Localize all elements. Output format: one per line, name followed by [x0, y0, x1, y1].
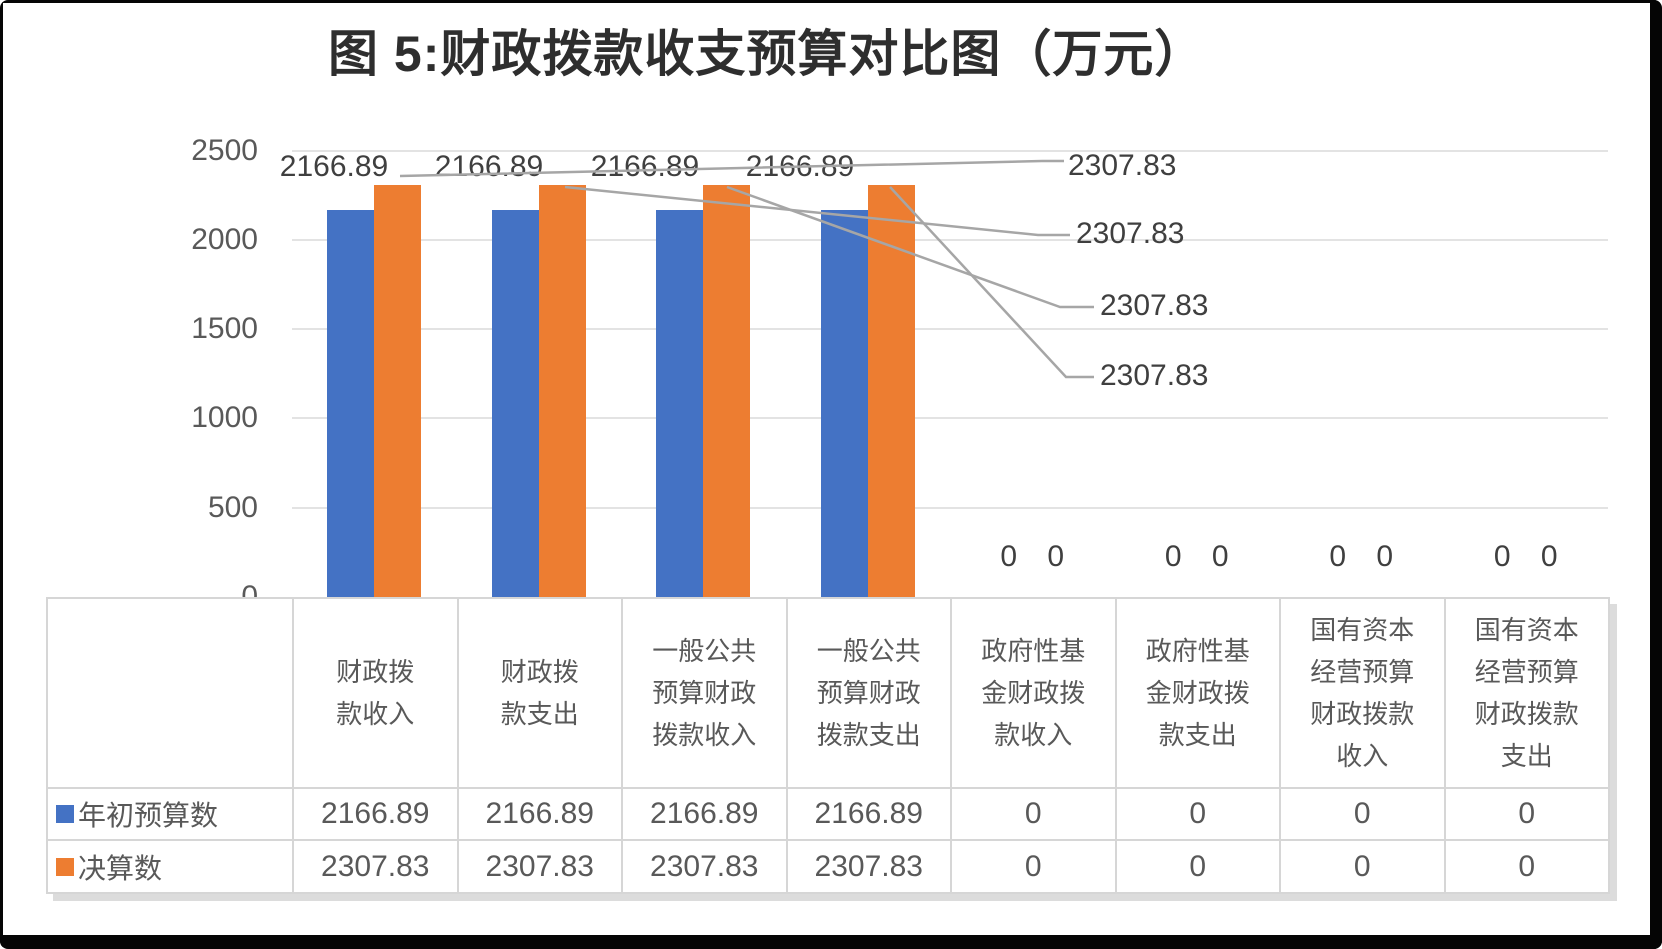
callout-label: 2307.83	[1100, 359, 1209, 392]
table-header-cell: 国有资本 经营预算 财政拨款 支出	[1444, 598, 1609, 788]
zero-value-label: 0	[1211, 540, 1229, 573]
bar-value-label: 2166.89	[745, 150, 855, 183]
table-value-cell: 2166.89	[293, 788, 458, 840]
table-value-cell: 0	[1115, 840, 1280, 893]
table-value-cell: 2307.83	[457, 840, 622, 893]
table-value-cell: 2307.83	[786, 840, 951, 893]
y-axis-tick: 1500	[191, 312, 258, 346]
table-legend-cell: 年初预算数	[47, 788, 293, 840]
gridline	[292, 417, 1608, 420]
bar-year-begin-budget	[327, 209, 375, 597]
y-axis-tick: 2000	[191, 222, 258, 256]
y-axis-tick: 2500	[191, 133, 258, 167]
frame-border-left	[0, 0, 3, 949]
table-header-cell: 财政拨 款收入	[293, 598, 458, 788]
frame-border-right	[1650, 0, 1662, 949]
table-value-cell: 0	[951, 840, 1116, 893]
table-value-cell: 2307.83	[293, 840, 458, 893]
zero-value-label: 0	[1164, 540, 1182, 573]
table-corner-cell	[47, 598, 293, 788]
table-value-cell: 0	[1280, 788, 1445, 840]
zero-value-label: 0	[1047, 540, 1065, 573]
table-value-cell: 0	[1444, 840, 1609, 893]
leader-line	[564, 185, 1070, 237]
chart-title: 图 5:财政拨款收支预算对比图（万元）	[328, 26, 1206, 82]
legend-swatch-final	[56, 857, 74, 876]
table-value-cell: 0	[1444, 788, 1609, 840]
zero-value-label: 0	[1540, 540, 1558, 573]
zero-value-label: 0	[1493, 540, 1511, 573]
frame-border-bottom	[0, 935, 1662, 949]
bar-final-accounts	[703, 184, 751, 597]
bar-value-label: 2166.89	[590, 150, 700, 183]
callout-label: 2307.83	[1076, 217, 1185, 250]
table-header-cell: 政府性基 金财政拨 款收入	[951, 598, 1116, 788]
legend-swatch-budget	[56, 805, 74, 823]
table-header-cell: 国有资本 经营预算 财政拨款 收入	[1280, 598, 1445, 788]
table-value-cell: 0	[951, 788, 1116, 840]
bar-value-label: 2166.89	[434, 150, 544, 183]
gridline	[292, 328, 1608, 331]
table-header-cell: 政府性基 金财政拨 款支出	[1115, 598, 1280, 788]
bar-year-begin-budget	[820, 209, 868, 597]
table-legend-cell: 决算数	[47, 840, 293, 893]
table-header-cell: 财政拨 款支出	[457, 598, 622, 788]
bar-year-begin-budget	[491, 209, 539, 597]
table-value-cell: 0	[1280, 840, 1445, 893]
zero-value-label: 0	[1000, 540, 1018, 573]
table-value-cell: 2166.89	[622, 788, 787, 840]
table-value-cell: 0	[1115, 788, 1280, 840]
gridline	[292, 506, 1608, 509]
bar-final-accounts	[538, 184, 586, 597]
frame-border-top	[0, 0, 1662, 3]
legend-label: 年初预算数	[78, 800, 219, 831]
gridline	[292, 238, 1608, 241]
leader-line	[889, 186, 1094, 379]
bar-year-begin-budget	[656, 209, 704, 597]
zero-value-label: 0	[1329, 540, 1347, 573]
table-value-cell: 2166.89	[786, 788, 951, 840]
callout-label: 2307.83	[1068, 149, 1177, 182]
bar-value-label: 2166.89	[279, 150, 389, 183]
bar-final-accounts	[374, 184, 422, 597]
legend-label: 决算数	[78, 852, 163, 884]
gridline	[292, 149, 1608, 152]
table-value-cell: 2307.83	[622, 840, 787, 893]
table-value-cell: 2166.89	[457, 788, 622, 840]
table-header-cell: 一般公共 预算财政 拨款支出	[786, 598, 951, 788]
bar-final-accounts	[867, 184, 915, 597]
table-header-cell: 一般公共 预算财政 拨款收入	[622, 598, 787, 788]
data-table: 财政拨 款收入 财政拨 款支出 一般公共 预算财政 拨款收入 一般公共 预算财政 拨款…	[46, 597, 1610, 894]
y-axis-tick: 500	[207, 490, 258, 524]
callout-label: 2307.83	[1100, 289, 1209, 322]
y-axis-tick: 1000	[191, 401, 258, 435]
zero-value-label: 0	[1376, 540, 1394, 573]
